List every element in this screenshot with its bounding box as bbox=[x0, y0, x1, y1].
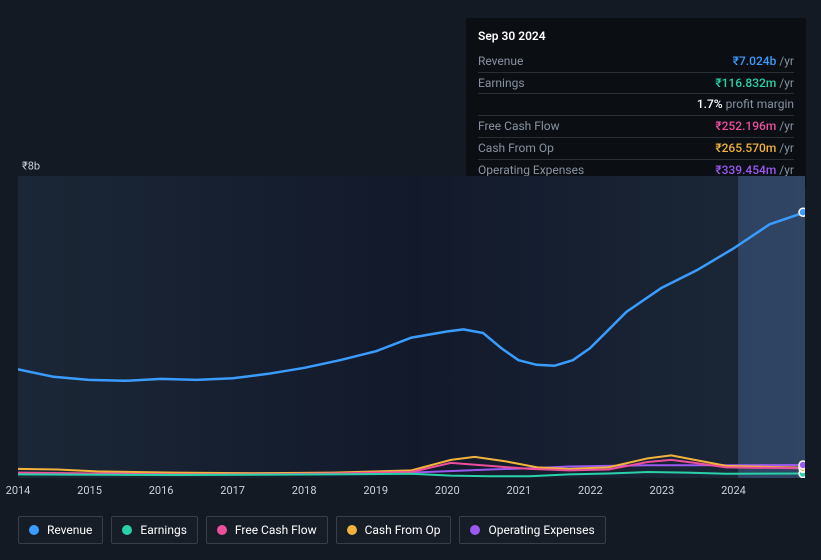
series-marker bbox=[799, 208, 805, 216]
x-tick: 2024 bbox=[721, 484, 746, 497]
legend-swatch bbox=[470, 525, 480, 535]
series-marker bbox=[799, 461, 805, 469]
legend-item[interactable]: Free Cash Flow bbox=[206, 516, 328, 544]
chart-legend: Revenue Earnings Free Cash Flow Cash From O… bbox=[18, 516, 606, 544]
x-tick: 2016 bbox=[149, 484, 174, 497]
legend-item[interactable]: Operating Expenses bbox=[459, 516, 605, 544]
tooltip-row: Earnings ₹116.832m /yr bbox=[478, 73, 794, 95]
x-tick: 2017 bbox=[220, 484, 245, 497]
tooltip-row-value: 1.7% profit margin bbox=[697, 96, 794, 113]
tooltip-row-label: Cash From Op bbox=[478, 140, 554, 157]
legend-swatch bbox=[29, 525, 39, 535]
x-tick: 2023 bbox=[650, 484, 675, 497]
tooltip-row: 1.7% profit margin bbox=[478, 94, 794, 116]
x-tick: 2018 bbox=[292, 484, 317, 497]
tooltip-row: Free Cash Flow ₹252.196m /yr bbox=[478, 116, 794, 138]
x-tick: 2014 bbox=[6, 484, 31, 497]
tooltip-row-value: ₹252.196m /yr bbox=[715, 118, 794, 135]
legend-swatch bbox=[347, 525, 357, 535]
y-tick-max: ₹8b bbox=[22, 160, 40, 173]
legend-label: Free Cash Flow bbox=[235, 523, 317, 537]
tooltip-row: Cash From Op ₹265.570m /yr bbox=[478, 138, 794, 160]
x-axis: 2014201520162017201820192020202120222023… bbox=[18, 484, 805, 500]
line-chart[interactable] bbox=[18, 176, 805, 478]
tooltip-row-value: ₹265.570m /yr bbox=[715, 140, 794, 157]
x-tick: 2022 bbox=[578, 484, 603, 497]
tooltip-date: Sep 30 2024 bbox=[478, 28, 794, 45]
tooltip-row: Revenue ₹7.024b /yr bbox=[478, 51, 794, 73]
legend-label: Revenue bbox=[47, 523, 92, 537]
legend-item[interactable]: Cash From Op bbox=[336, 516, 452, 544]
legend-label: Operating Expenses bbox=[488, 523, 594, 537]
tooltip-row-label: Free Cash Flow bbox=[478, 118, 560, 135]
tooltip-panel: Sep 30 2024 Revenue ₹7.024b /yr Earnings ₹1… bbox=[466, 18, 806, 187]
x-tick: 2015 bbox=[77, 484, 102, 497]
x-tick: 2019 bbox=[363, 484, 388, 497]
tooltip-row-label: Earnings bbox=[478, 75, 525, 92]
series-line bbox=[18, 212, 805, 381]
x-tick: 2021 bbox=[506, 484, 531, 497]
hover-band bbox=[738, 176, 805, 478]
tooltip-row-value: ₹116.832m /yr bbox=[715, 75, 794, 92]
tooltip-row-label: Revenue bbox=[478, 53, 523, 70]
legend-item[interactable]: Revenue bbox=[18, 516, 103, 544]
legend-label: Earnings bbox=[140, 523, 187, 537]
legend-swatch bbox=[122, 525, 132, 535]
tooltip-row-value: ₹7.024b /yr bbox=[733, 53, 794, 70]
legend-label: Cash From Op bbox=[365, 523, 441, 537]
legend-item[interactable]: Earnings bbox=[111, 516, 198, 544]
legend-swatch bbox=[217, 525, 227, 535]
x-tick: 2020 bbox=[435, 484, 460, 497]
